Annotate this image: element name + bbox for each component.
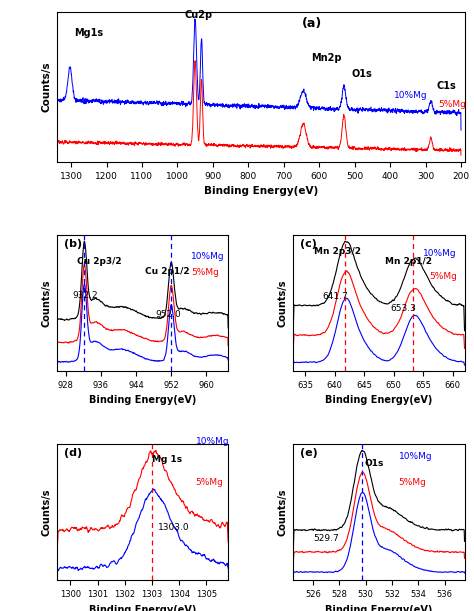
Text: (a): (a)	[301, 17, 322, 30]
Y-axis label: Counts/s: Counts/s	[278, 279, 288, 327]
Y-axis label: Counts/s: Counts/s	[41, 62, 51, 112]
Text: 5%Mg: 5%Mg	[196, 478, 223, 488]
Text: Cu 2p1/2: Cu 2p1/2	[145, 267, 189, 276]
Text: O1s: O1s	[365, 459, 384, 467]
Text: Mn 2p3/2: Mn 2p3/2	[314, 247, 361, 256]
Text: 5%Mg: 5%Mg	[191, 268, 219, 277]
Text: 10%Mg: 10%Mg	[399, 452, 432, 461]
Text: 653.3: 653.3	[391, 304, 417, 313]
Text: O1s: O1s	[351, 69, 372, 79]
Text: 1303.0: 1303.0	[157, 524, 189, 532]
Text: (d): (d)	[64, 448, 82, 458]
Text: (c): (c)	[300, 239, 317, 249]
Text: Cu 2p3/2: Cu 2p3/2	[77, 257, 121, 266]
Y-axis label: Counts/s: Counts/s	[278, 489, 288, 536]
Text: 932.2: 932.2	[72, 291, 98, 301]
Text: Mn2p: Mn2p	[311, 53, 342, 64]
Text: Cu2p: Cu2p	[184, 10, 213, 20]
Text: 10%Mg: 10%Mg	[191, 252, 225, 261]
Text: (b): (b)	[64, 239, 82, 249]
X-axis label: Binding Energy(eV): Binding Energy(eV)	[325, 605, 433, 611]
X-axis label: Binding Energy(eV): Binding Energy(eV)	[325, 395, 433, 406]
X-axis label: Binding Energy(eV): Binding Energy(eV)	[89, 605, 196, 611]
Text: 641.7: 641.7	[323, 291, 348, 301]
Text: 10%Mg: 10%Mg	[393, 90, 427, 100]
Text: Mg 1s: Mg 1s	[152, 455, 182, 464]
Text: 5%Mg: 5%Mg	[429, 272, 457, 280]
Text: 952.0: 952.0	[155, 310, 182, 320]
X-axis label: Binding Energy(eV): Binding Energy(eV)	[89, 395, 196, 406]
Text: Mg1s: Mg1s	[74, 29, 104, 38]
X-axis label: Binding Energy(eV): Binding Energy(eV)	[203, 186, 318, 196]
Text: 5%Mg: 5%Mg	[399, 478, 427, 487]
Y-axis label: Counts/s: Counts/s	[41, 489, 51, 536]
Y-axis label: Counts/s: Counts/s	[41, 279, 51, 327]
Text: C1s: C1s	[437, 81, 456, 91]
Text: 5%Mg: 5%Mg	[438, 100, 466, 109]
Text: (e): (e)	[300, 448, 318, 458]
Text: 10%Mg: 10%Mg	[423, 249, 457, 258]
Text: Mn 2p1/2: Mn 2p1/2	[385, 257, 432, 266]
Text: 529.7: 529.7	[313, 534, 339, 543]
Text: 10%Mg: 10%Mg	[196, 437, 229, 446]
